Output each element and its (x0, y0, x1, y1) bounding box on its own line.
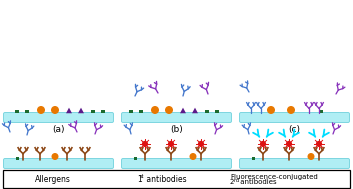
Circle shape (190, 153, 197, 160)
Bar (129, 110, 133, 113)
Text: antibodies: antibodies (238, 179, 277, 185)
FancyBboxPatch shape (121, 112, 232, 122)
Polygon shape (25, 175, 31, 181)
Circle shape (267, 106, 275, 114)
Bar (25, 110, 29, 113)
Bar (15, 110, 19, 113)
Text: (c): (c) (288, 125, 300, 134)
Text: st: st (140, 174, 144, 179)
Bar (205, 110, 209, 113)
Circle shape (51, 106, 59, 114)
Polygon shape (78, 108, 84, 113)
Bar (251, 156, 255, 160)
Polygon shape (66, 108, 72, 113)
Circle shape (168, 141, 174, 147)
Text: (d): (d) (52, 170, 65, 179)
Circle shape (165, 106, 173, 114)
FancyBboxPatch shape (239, 159, 349, 169)
Circle shape (37, 106, 45, 114)
FancyBboxPatch shape (3, 170, 350, 188)
Text: (b): (b) (170, 125, 183, 134)
Circle shape (142, 141, 148, 147)
Circle shape (151, 106, 159, 114)
Circle shape (287, 106, 295, 114)
FancyBboxPatch shape (239, 112, 349, 122)
Circle shape (286, 141, 292, 147)
Bar (16, 156, 18, 160)
Circle shape (198, 141, 204, 147)
Text: 1: 1 (137, 174, 142, 184)
Text: (e): (e) (170, 170, 183, 179)
Circle shape (216, 173, 220, 177)
Circle shape (260, 141, 266, 147)
Bar (319, 110, 323, 113)
Text: 2: 2 (230, 179, 234, 185)
Circle shape (14, 176, 22, 183)
Circle shape (52, 153, 59, 160)
Polygon shape (180, 108, 186, 113)
Bar (7, 177, 11, 181)
Text: (f): (f) (289, 170, 300, 179)
Text: Fluorescence-conjugated: Fluorescence-conjugated (230, 174, 318, 180)
Text: Allergens: Allergens (35, 174, 71, 184)
FancyBboxPatch shape (4, 159, 114, 169)
Bar (215, 110, 219, 113)
Text: antibodies: antibodies (144, 174, 187, 184)
Text: nd: nd (233, 178, 240, 183)
Bar (101, 110, 105, 113)
Bar (133, 156, 137, 160)
Bar (91, 110, 95, 113)
FancyBboxPatch shape (4, 112, 114, 122)
Text: (a): (a) (52, 125, 65, 134)
Bar (139, 110, 143, 113)
Polygon shape (192, 108, 198, 113)
Circle shape (307, 153, 315, 160)
Circle shape (316, 141, 322, 147)
FancyBboxPatch shape (121, 159, 232, 169)
